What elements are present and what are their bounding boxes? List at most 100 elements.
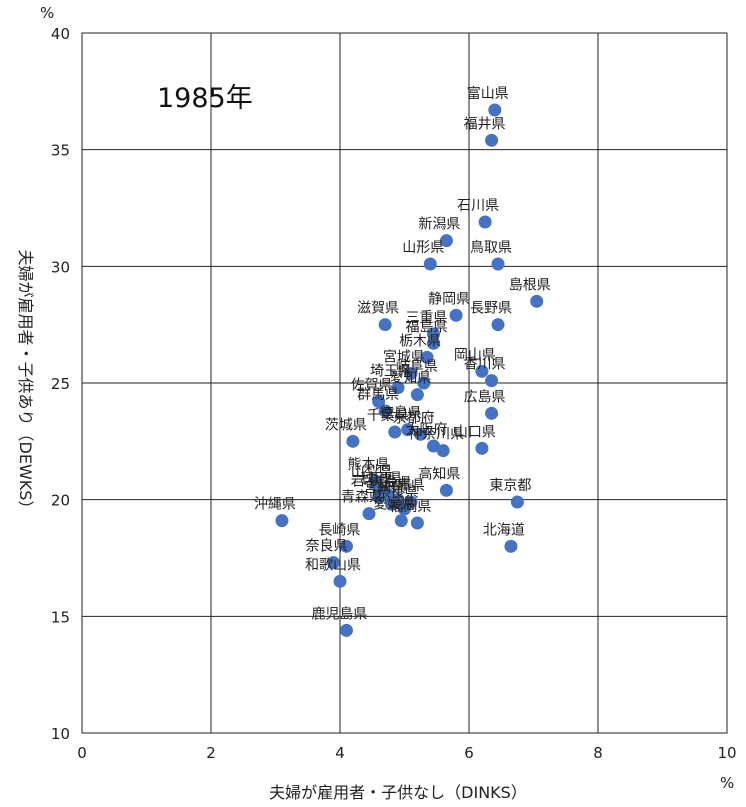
data-point-label: 大分県 [370, 476, 412, 492]
data-point [423, 257, 437, 271]
data-point-label: 福岡県 [389, 499, 431, 515]
x-unit-label: % [720, 774, 734, 792]
x-axis-title: 夫婦が雇用者・子供なし（DINKS） [269, 783, 527, 802]
data-point-label: 宮崎県 [364, 480, 406, 496]
y-tick-label: 15 [51, 608, 70, 626]
data-point [491, 318, 505, 332]
data-point [488, 103, 502, 117]
y-tick-label: 10 [51, 725, 70, 743]
data-point-label: 静岡県 [428, 291, 470, 307]
data-point [410, 388, 424, 402]
data-point-label: 熊本県 [347, 457, 389, 473]
x-tick-label: 0 [77, 744, 87, 762]
y-tick-label: 35 [51, 142, 70, 160]
data-point [439, 234, 453, 248]
data-point [339, 623, 353, 637]
data-point [449, 308, 463, 322]
data-point [427, 327, 441, 341]
data-point-label: 香川県 [464, 357, 506, 373]
data-point-label: 島根県 [509, 277, 551, 293]
data-point-label: 富山県 [467, 85, 509, 102]
data-point [378, 404, 392, 418]
data-point [530, 294, 544, 308]
y-tick-label: 30 [51, 258, 70, 276]
data-point [327, 556, 341, 570]
data-point [420, 350, 434, 364]
data-point-label: 石川県 [457, 198, 499, 214]
data-point [410, 516, 424, 530]
data-point [478, 215, 492, 229]
y-unit-label: % [40, 4, 54, 22]
data-point-label: 鹿児島県 [311, 605, 367, 622]
data-point [404, 495, 418, 509]
data-point [346, 434, 360, 448]
data-point [439, 483, 453, 497]
data-point-label: 山口県 [454, 424, 496, 440]
x-tick-label: 4 [335, 744, 345, 762]
data-point-label: 福島県 [406, 319, 448, 335]
x-tick-label: 8 [593, 744, 603, 762]
data-point-label: 東京都 [489, 478, 531, 494]
data-point-label: 愛知県 [389, 370, 431, 387]
data-point [510, 495, 524, 509]
data-point-label: 埼玉県 [370, 364, 412, 380]
data-point [475, 441, 489, 455]
data-point [436, 444, 450, 458]
data-point [275, 514, 289, 528]
data-point [427, 439, 441, 453]
data-point-label: 新潟県 [418, 217, 460, 233]
data-point-label: 岩手県 [351, 473, 393, 489]
x-tick-label: 2 [206, 744, 216, 762]
data-point-label: 神奈川県 [408, 427, 464, 443]
data-point [485, 406, 499, 420]
data-point [333, 574, 347, 588]
data-point [388, 425, 402, 439]
data-point [362, 507, 376, 521]
data-point-label: 山形県 [402, 240, 444, 256]
x-tick-label: 6 [464, 744, 474, 762]
data-point [391, 381, 405, 395]
data-point-label: 滋賀県 [357, 301, 399, 317]
y-tick-label: 40 [51, 25, 70, 43]
data-point-label: 茨城県 [325, 417, 367, 433]
data-point [475, 364, 489, 378]
data-point [372, 395, 386, 409]
data-point [404, 367, 418, 381]
data-point-label: 長崎県 [318, 522, 360, 538]
data-point-label: 奈良県 [306, 539, 348, 555]
data-point-label: 岐阜県 [396, 358, 438, 375]
data-point [504, 539, 518, 553]
data-point [485, 133, 499, 147]
data-point-label: 青森県 [341, 490, 383, 506]
chart-title: 1985年 [157, 83, 253, 114]
data-point [401, 423, 415, 437]
data-point-label: 栃木県 [399, 333, 441, 349]
data-point [427, 336, 441, 350]
y-axis-title: 夫婦が雇用者・子供あり（DEWKS） [16, 250, 35, 517]
data-point-label: 京都府 [393, 410, 435, 426]
plot-area-border [81, 32, 728, 734]
data-point-label: 沖縄県 [254, 497, 296, 513]
data-point [372, 481, 386, 495]
data-point-label: 兵庫県 [383, 477, 425, 494]
data-point [339, 539, 353, 553]
data-point-label: 千葉県 [367, 408, 409, 424]
data-point [378, 318, 392, 332]
data-point-label: 徳島県 [380, 406, 422, 422]
data-point-label: 和歌山県 [305, 557, 361, 573]
data-point-label: 鳥取県 [470, 240, 512, 256]
data-point [385, 497, 399, 511]
data-point-label: 秋田県 [360, 471, 402, 487]
data-point-label: 山梨県 [351, 464, 393, 480]
x-tick-label: 10 [717, 744, 736, 762]
data-point-label: 宮城県 [383, 350, 425, 366]
data-point [485, 374, 499, 388]
data-point [394, 514, 408, 528]
data-point-label: 広島県 [464, 389, 506, 405]
data-point-label: 奈良県 [377, 485, 419, 501]
data-point-label: 愛媛県 [373, 497, 415, 513]
data-point [414, 427, 428, 441]
data-point-label: 長野県 [470, 301, 512, 317]
